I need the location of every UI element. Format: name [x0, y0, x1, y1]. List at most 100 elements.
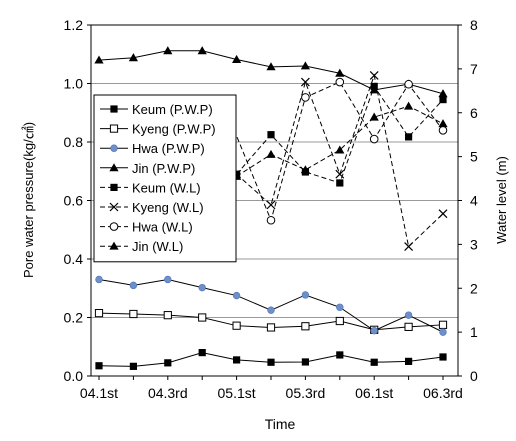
- legend-marker: [109, 202, 119, 212]
- marker-stroke: [438, 209, 448, 219]
- y-axis-label-left: Pore water pressure(kg/㎠): [21, 122, 36, 278]
- legend-label: Keum (P.W.P): [132, 102, 213, 117]
- data-point: [370, 358, 378, 366]
- marker-stroke: [300, 77, 310, 87]
- data-point: [94, 309, 104, 318]
- axes: 0.0 0.2 0.4 0.6 0.8 1.0 1.2 0 1 2 3 4 5 6 7 8 04.1st 04.3…: [64, 17, 478, 401]
- data-point: [266, 62, 276, 71]
- marker-stroke: [369, 71, 379, 80]
- legend-label: Hwa (P.W.P): [132, 141, 205, 156]
- data-point: [95, 275, 103, 284]
- legend-marker: [109, 163, 119, 172]
- data-point: [335, 145, 345, 154]
- series-jin-w-l: [232, 101, 448, 180]
- data-point: [128, 53, 138, 62]
- data-point: [267, 306, 275, 314]
- series-line: [98, 50, 444, 95]
- legend-label: Hwa (W.L): [132, 220, 193, 235]
- data-point: [404, 79, 413, 89]
- series-keum-p-w-p: [95, 349, 447, 370]
- y-right-tick-label: 2: [470, 280, 478, 296]
- series-line: [227, 81, 444, 222]
- legend-item: Keum (P.W.P): [100, 102, 213, 117]
- x-tick-label: 04.3rd: [148, 385, 188, 401]
- legend-item: Jin (W.L): [100, 239, 183, 254]
- data-point: [369, 112, 379, 121]
- data-point: [335, 68, 345, 77]
- legend-label: Keum (W.L): [132, 180, 201, 195]
- data-point: [300, 61, 310, 70]
- x-tick-label: 06.3rd: [423, 385, 463, 401]
- data-point: [336, 303, 344, 311]
- series-line: [236, 105, 444, 177]
- data-point: [266, 323, 276, 332]
- data-point: [336, 179, 344, 187]
- x-axis-label: Time: [265, 416, 296, 432]
- data-point: [301, 358, 309, 366]
- marker-stroke: [335, 169, 345, 179]
- data-point: [232, 291, 241, 300]
- data-point: [370, 82, 378, 91]
- data-point: [197, 46, 207, 55]
- series-hwa-p-w-p: [95, 275, 447, 336]
- y-right-tick-label: 4: [470, 193, 478, 209]
- data-point: [404, 311, 413, 319]
- legend-item: Kyeng (P.W.P): [100, 122, 216, 137]
- data-point: [164, 275, 172, 284]
- legend: Keum (P.W.P) Kyeng (P.W.P) Hwa (P.W.P) Jin …: [93, 94, 237, 263]
- data-point: [301, 93, 310, 102]
- data-point: [129, 362, 137, 370]
- data-point: [266, 215, 276, 225]
- data-point: [129, 309, 138, 319]
- legend-item: Jin (P.W.P): [100, 161, 195, 176]
- marker-stroke: [404, 242, 414, 251]
- series-hwa-w-l: [223, 77, 448, 225]
- data-point: [266, 200, 276, 210]
- data-point: [369, 71, 379, 80]
- y-axis-label-right: Water level (m): [494, 156, 509, 244]
- legend-marker: [109, 124, 119, 133]
- series-jin-p-w-p: [94, 46, 448, 98]
- data-point: [438, 89, 448, 98]
- legend-item: Hwa (W.L): [100, 220, 193, 235]
- y-right-tick-label: 1: [470, 324, 478, 340]
- x-tick-label: 05.1st: [218, 385, 256, 401]
- series-keum-w-l: [233, 82, 447, 187]
- y-right-tick-label: 0: [470, 368, 478, 384]
- data-point: [300, 165, 310, 174]
- legend-label: Jin (P.W.P): [132, 161, 195, 176]
- legend-box: [93, 94, 237, 263]
- data-point: [438, 320, 448, 329]
- legend-label: Kyeng (W.L): [132, 200, 204, 215]
- data-point: [404, 242, 414, 251]
- x-tick-label: 06.1st: [355, 385, 393, 401]
- data-point: [198, 283, 206, 292]
- data-point: [405, 133, 413, 141]
- data-point: [267, 358, 275, 366]
- data-point: [404, 322, 413, 331]
- y-right-tick-label: 5: [470, 149, 478, 165]
- y-left-tick-label: 0.6: [64, 193, 84, 209]
- legend-label: Jin (W.L): [132, 239, 183, 254]
- data-point: [198, 349, 206, 357]
- data-point: [267, 131, 275, 139]
- y-left-tick-label: 1.2: [64, 17, 84, 33]
- data-point: [404, 101, 414, 110]
- y-right-tick-label: 6: [470, 105, 478, 121]
- marker-stroke: [109, 202, 119, 212]
- data-point: [94, 55, 104, 64]
- data-point: [369, 134, 379, 144]
- legend-marker: [110, 144, 118, 152]
- data-point: [438, 126, 448, 135]
- data-point: [198, 313, 207, 322]
- y-right-tick-label: 3: [470, 236, 478, 252]
- data-point: [233, 356, 241, 364]
- legend-marker: [110, 183, 118, 191]
- data-point: [232, 54, 242, 63]
- legend-item: Hwa (P.W.P): [100, 141, 205, 156]
- data-point: [438, 119, 448, 128]
- data-point: [335, 316, 344, 326]
- data-point: [164, 359, 172, 367]
- legend-marker: [110, 105, 118, 113]
